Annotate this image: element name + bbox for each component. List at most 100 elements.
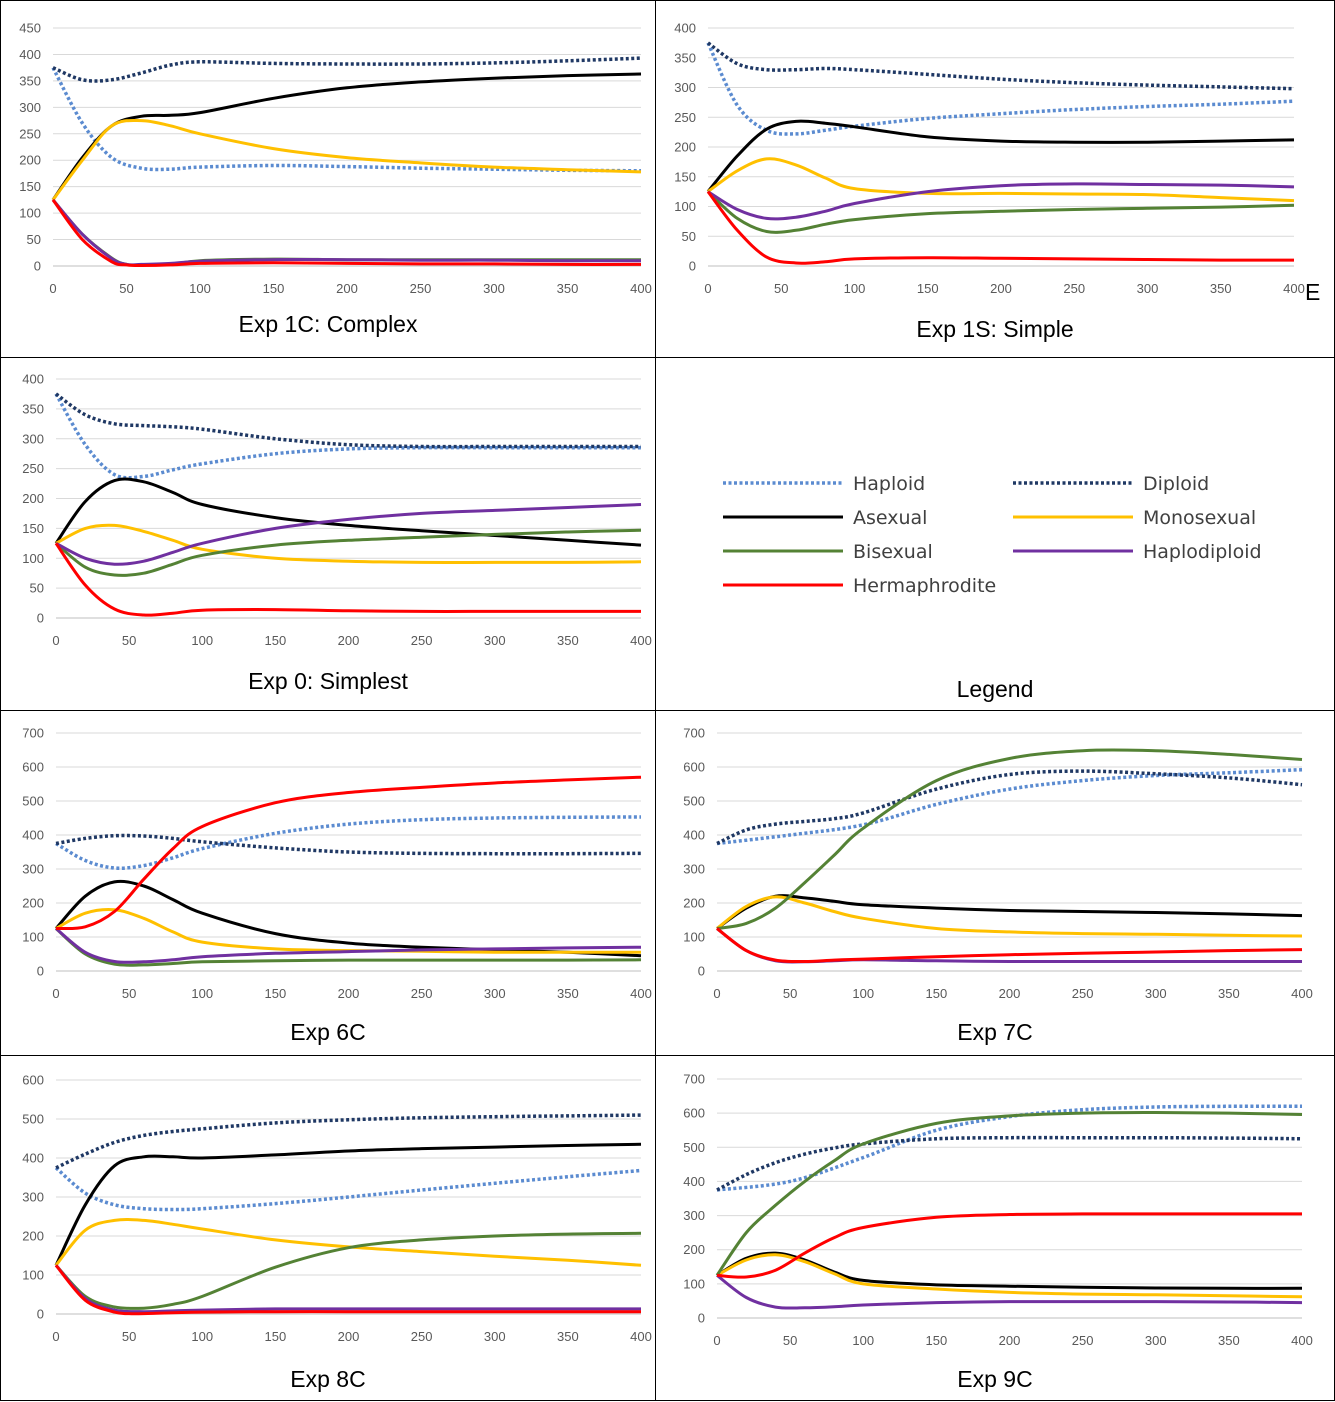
legend-label-diploid: Diploid — [1143, 473, 1209, 495]
y-tick-label: 600 — [22, 760, 44, 775]
series-line-monosexual — [716, 895, 1303, 938]
chart-panel-exp-9c: 0 100 200 300 400 500 600 700 0 50 100 150 200 250 300… — [655, 1055, 1335, 1401]
x-tick-label: 350 — [1218, 986, 1240, 1001]
series-line-bisexual — [716, 748, 1303, 930]
series-line-hermaphrodite — [706, 190, 1294, 265]
x-tick-label: 300 — [484, 633, 506, 648]
y-tick-label: 200 — [22, 491, 44, 506]
x-tick-label: 250 — [411, 1329, 433, 1344]
y-tick-label: 50 — [30, 581, 44, 596]
x-tick-label: 200 — [999, 986, 1021, 1001]
series-line-diploid — [55, 833, 642, 856]
x-tick-label: 200 — [338, 633, 360, 648]
y-tick-label: 100 — [22, 1268, 44, 1283]
y-tick-label: 500 — [22, 1112, 44, 1127]
y-tick-label: 100 — [22, 930, 44, 945]
y-tick-label: 50 — [682, 229, 696, 244]
y-tick-label: 150 — [22, 521, 44, 536]
y-tick-label: 300 — [674, 80, 696, 95]
y-tick-label: 300 — [22, 862, 44, 877]
legend-caption: Legend — [956, 676, 1034, 702]
x-tick-label: 250 — [410, 281, 432, 296]
x-tick-label: 400 — [630, 986, 652, 1001]
legend-label-haploid: Haploid — [853, 473, 925, 495]
x-tick-label: 200 — [999, 1333, 1021, 1348]
x-tick-label: 150 — [926, 1333, 948, 1348]
series-line-diploid — [706, 41, 1295, 91]
chart-panel-exp-8c: 0 100 200 300 400 500 600 0 50 100 150 200 250 300 350… — [0, 1055, 656, 1401]
x-tick-label: 100 — [191, 986, 213, 1001]
y-tick-label: 600 — [683, 1106, 705, 1121]
x-tick-label: 400 — [1291, 986, 1313, 1001]
y-tick-label: 100 — [22, 551, 44, 566]
y-tick-label: 100 — [683, 930, 705, 945]
legend-item-haploid: Haploid — [723, 473, 925, 495]
y-tick-label: 350 — [674, 50, 696, 65]
series-line-diploid — [55, 1113, 642, 1170]
y-tick-label: 200 — [22, 1229, 44, 1244]
x-tick-label: 200 — [336, 281, 358, 296]
x-tick-label: 150 — [265, 986, 287, 1001]
legend-label-monosexual: Monosexual — [1143, 507, 1256, 529]
y-tick-label: 400 — [683, 828, 705, 843]
x-tick-label: 150 — [263, 281, 285, 296]
series-line-bisexual — [54, 1231, 642, 1310]
chart-panel-exp-7c: 0 100 200 300 400 500 600 700 0 50 100 150 200 250 300… — [655, 710, 1335, 1056]
series-line-haploid — [54, 1166, 642, 1212]
y-tick-label: 500 — [683, 1140, 705, 1155]
series-line-bisexual — [55, 528, 642, 577]
y-tick-label: 450 — [19, 21, 41, 36]
chart-title: Exp 1C: Complex — [238, 311, 418, 337]
stray-text: E — [1305, 279, 1321, 305]
x-tick-label: 150 — [917, 281, 939, 296]
legend-item-monosexual: Monosexual — [1013, 507, 1256, 529]
legend-label-hermaphrodite: Hermaphrodite — [853, 575, 996, 597]
y-tick-label: 350 — [19, 73, 41, 88]
series-line-diploid — [716, 769, 1303, 846]
chart-panel-exp-1s-simple: 0 50 100 150 200 250 300 350 400 0 50 100 150 200 250 3… — [655, 0, 1335, 358]
x-tick-label: 100 — [191, 1329, 213, 1344]
y-tick-label: 700 — [22, 726, 44, 741]
x-tick-label: 150 — [926, 986, 948, 1001]
series-line-haplodiploid — [51, 198, 642, 267]
x-tick-label: 350 — [1210, 281, 1232, 296]
x-tick-label: 200 — [338, 1329, 360, 1344]
x-tick-label: 250 — [1072, 1333, 1094, 1348]
series-line-diploid — [52, 56, 642, 83]
y-tick-label: 500 — [683, 794, 705, 809]
x-tick-label: 400 — [1291, 1333, 1313, 1348]
x-tick-label: 100 — [852, 1333, 874, 1348]
x-tick-label: 50 — [783, 1333, 797, 1348]
x-tick-label: 300 — [1137, 281, 1159, 296]
series-line-asexual — [716, 894, 1303, 930]
y-tick-label: 0 — [34, 259, 41, 274]
x-tick-label: 350 — [557, 986, 579, 1001]
y-tick-label: 200 — [683, 1242, 705, 1257]
y-tick-label: 0 — [37, 1307, 44, 1322]
x-tick-label: 50 — [122, 986, 136, 1001]
chart-title: Exp 8C — [290, 1366, 366, 1392]
x-tick-label: 400 — [1283, 281, 1305, 296]
x-tick-label: 250 — [1072, 986, 1094, 1001]
x-tick-label: 350 — [557, 1329, 579, 1344]
y-tick-label: 600 — [683, 760, 705, 775]
x-tick-label: 400 — [630, 281, 652, 296]
y-tick-label: 500 — [22, 794, 44, 809]
series-line-bisexual — [706, 190, 1295, 234]
y-tick-label: 250 — [22, 461, 44, 476]
x-tick-label: 50 — [119, 281, 133, 296]
series-line-haplodiploid — [54, 1264, 641, 1314]
x-tick-label: 0 — [52, 633, 59, 648]
x-tick-label: 400 — [630, 1329, 652, 1344]
x-tick-label: 250 — [1063, 281, 1085, 296]
chart-exp-8c: 0 100 200 300 400 500 600 0 50 100 150 200 250 300 350… — [22, 1073, 652, 1345]
y-tick-label: 0 — [37, 611, 44, 626]
legend-label-bisexual: Bisexual — [853, 541, 933, 563]
series-line-monosexual — [55, 908, 641, 954]
series-line-asexual — [54, 477, 642, 547]
series-line-haploid — [716, 767, 1303, 846]
series-line-hermaphrodite — [716, 927, 1303, 964]
series-line-monosexual — [55, 523, 642, 564]
series-line-asexual — [706, 119, 1295, 193]
x-tick-label: 150 — [265, 633, 287, 648]
